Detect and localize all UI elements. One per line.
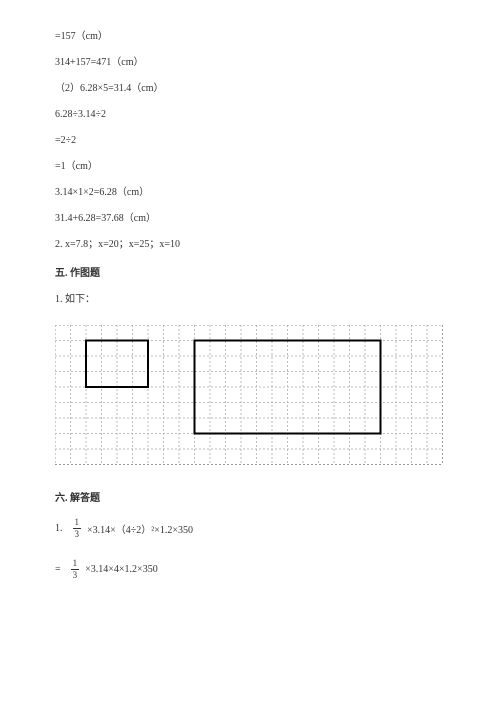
grid-diagram <box>55 325 445 465</box>
math-line-6: =1（cm） <box>55 160 445 174</box>
math-line-8: 31.4+6.28=37.68（cm） <box>55 212 445 226</box>
math-line-5: =2÷2 <box>55 134 445 148</box>
section-6-item-2: = 1 3 ×3.14×4×1.2×350 <box>55 559 445 580</box>
item-1-expression: ×3.14×（4÷2）²×1.2×350 <box>87 521 193 536</box>
section-6-title: 六. 解答题 <box>55 489 445 504</box>
item-1-number: 1. <box>55 523 63 534</box>
grid-svg <box>55 325 443 465</box>
fraction-2: 1 3 <box>71 559 80 580</box>
section-6-item-1: 1. 1 3 ×3.14×（4÷2）²×1.2×350 <box>55 518 445 539</box>
math-line-1: =157（cm） <box>55 30 445 44</box>
section-5-item-1: 1. 如下： <box>55 293 445 307</box>
fraction-1: 1 3 <box>73 518 82 539</box>
math-line-9: 2. x=7.8；x=20；x=25；x=10 <box>55 238 445 252</box>
fraction-1-denominator: 3 <box>73 529 82 539</box>
section-5-title: 五. 作图题 <box>55 264 445 279</box>
math-line-2: 314+157=471（cm） <box>55 56 445 70</box>
item-2-prefix: = <box>55 564 61 575</box>
math-line-7: 3.14×1×2=6.28（cm） <box>55 186 445 200</box>
fraction-2-numerator: 1 <box>71 559 80 570</box>
fraction-1-numerator: 1 <box>73 518 82 529</box>
fraction-2-denominator: 3 <box>71 570 80 580</box>
math-line-4: 6.28÷3.14÷2 <box>55 108 445 122</box>
math-line-3: （2）6.28×5=31.4（cm） <box>55 82 445 96</box>
item-2-expression: ×3.14×4×1.2×350 <box>85 564 158 575</box>
